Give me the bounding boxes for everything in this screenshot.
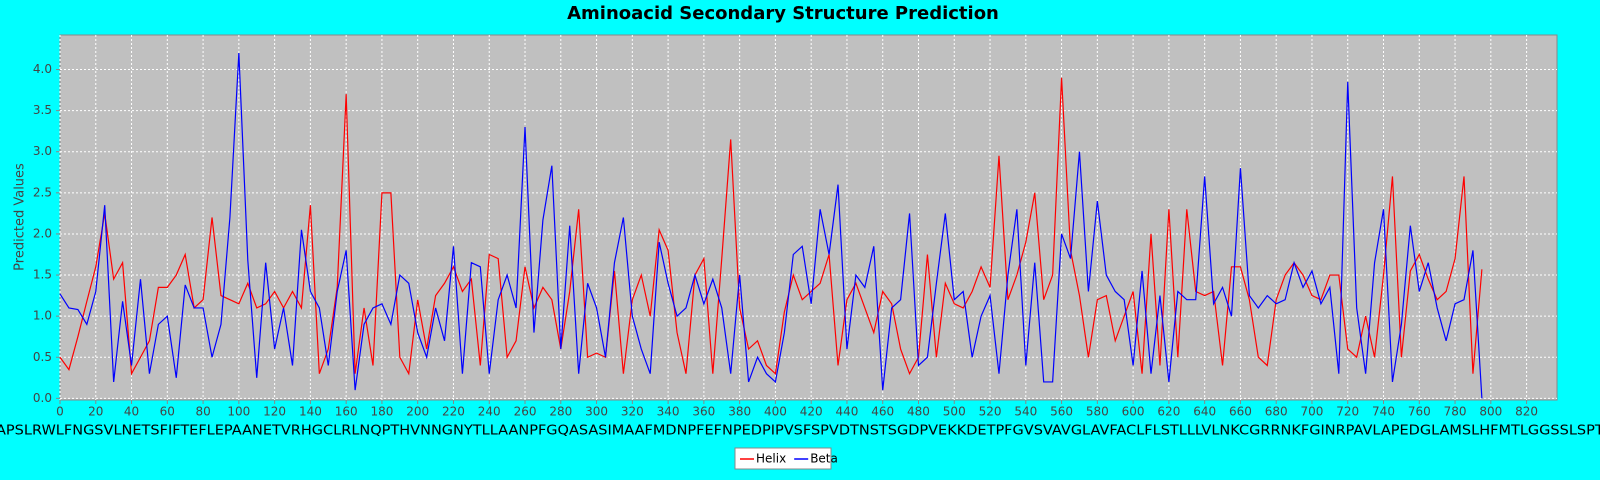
x-tick-label: 220 — [442, 405, 465, 419]
x-tick-label: 440 — [836, 405, 859, 419]
x-tick-label: 240 — [478, 405, 501, 419]
x-tick-label: 380 — [728, 405, 751, 419]
y-tick-label: 2.0 — [33, 226, 52, 240]
sequence-label: APSLRWLFNGSVLNETSFIFTEFLEPAANETVRHGCLRLN… — [0, 424, 1600, 439]
x-tick-label: 160 — [335, 405, 358, 419]
y-tick-label: 0.5 — [33, 350, 52, 364]
x-tick-label: 60 — [160, 405, 175, 419]
line-series — [59, 53, 1483, 399]
x-tick-label: 620 — [1157, 405, 1180, 419]
x-tick-label: 660 — [1229, 405, 1252, 419]
chart-title: Aminoacid Secondary Structure Prediction — [567, 3, 999, 24]
x-tick-label: 460 — [871, 405, 894, 419]
x-tick-label: 80 — [195, 405, 210, 419]
x-tick-label: 540 — [1014, 405, 1037, 419]
x-tick-label: 560 — [1050, 405, 1073, 419]
x-tick-label: 120 — [263, 405, 286, 419]
x-tick-label: 420 — [800, 405, 823, 419]
plot-area — [59, 34, 1558, 401]
x-tick-label: 340 — [657, 405, 680, 419]
x-tick-label: 360 — [692, 405, 715, 419]
y-tick-label: 3.5 — [33, 103, 52, 117]
y-tick-label: 0.0 — [33, 391, 52, 405]
x-tick-label: 40 — [124, 405, 139, 419]
legend: Helix Beta — [734, 447, 838, 470]
y-tick-label: 3.0 — [33, 144, 52, 158]
x-tick-label: 320 — [621, 405, 644, 419]
y-tick-label: 4.0 — [33, 62, 52, 76]
x-tick-label: 580 — [1086, 405, 1109, 419]
x-tick-label: 260 — [514, 405, 537, 419]
x-tick-label: 740 — [1372, 405, 1395, 419]
y-tick-label: 2.5 — [33, 185, 52, 199]
x-tick-label: 820 — [1515, 405, 1538, 419]
x-tick-label: 0 — [56, 405, 64, 419]
x-tick-label: 800 — [1479, 405, 1502, 419]
x-tick-label: 20 — [88, 405, 103, 419]
x-tick-label: 680 — [1265, 405, 1288, 419]
legend-label: Helix — [756, 452, 786, 466]
x-tick-label: 180 — [370, 405, 393, 419]
x-tick-label: 140 — [299, 405, 322, 419]
x-tick-label: 760 — [1408, 405, 1431, 419]
x-tick-label: 600 — [1122, 405, 1145, 419]
x-tick-label: 100 — [227, 405, 250, 419]
x-tick-label: 480 — [907, 405, 930, 419]
y-tick-label: 1.5 — [33, 268, 52, 282]
x-tick-label: 700 — [1301, 405, 1324, 419]
x-tick-label: 400 — [764, 405, 787, 419]
x-tick-label: 200 — [406, 405, 429, 419]
x-tick-label: 520 — [979, 405, 1002, 419]
x-tick-label: 720 — [1336, 405, 1359, 419]
x-tick-label: 500 — [943, 405, 966, 419]
y-axis-label: Predicted Values — [13, 163, 28, 271]
legend-label: Beta — [810, 452, 838, 466]
x-tick-label: 780 — [1444, 405, 1467, 419]
x-tick-label: 300 — [585, 405, 608, 419]
x-tick-label: 640 — [1193, 405, 1216, 419]
x-tick-label: 280 — [549, 405, 572, 419]
legend-box — [734, 447, 832, 470]
y-tick-label: 1.0 — [33, 309, 52, 323]
